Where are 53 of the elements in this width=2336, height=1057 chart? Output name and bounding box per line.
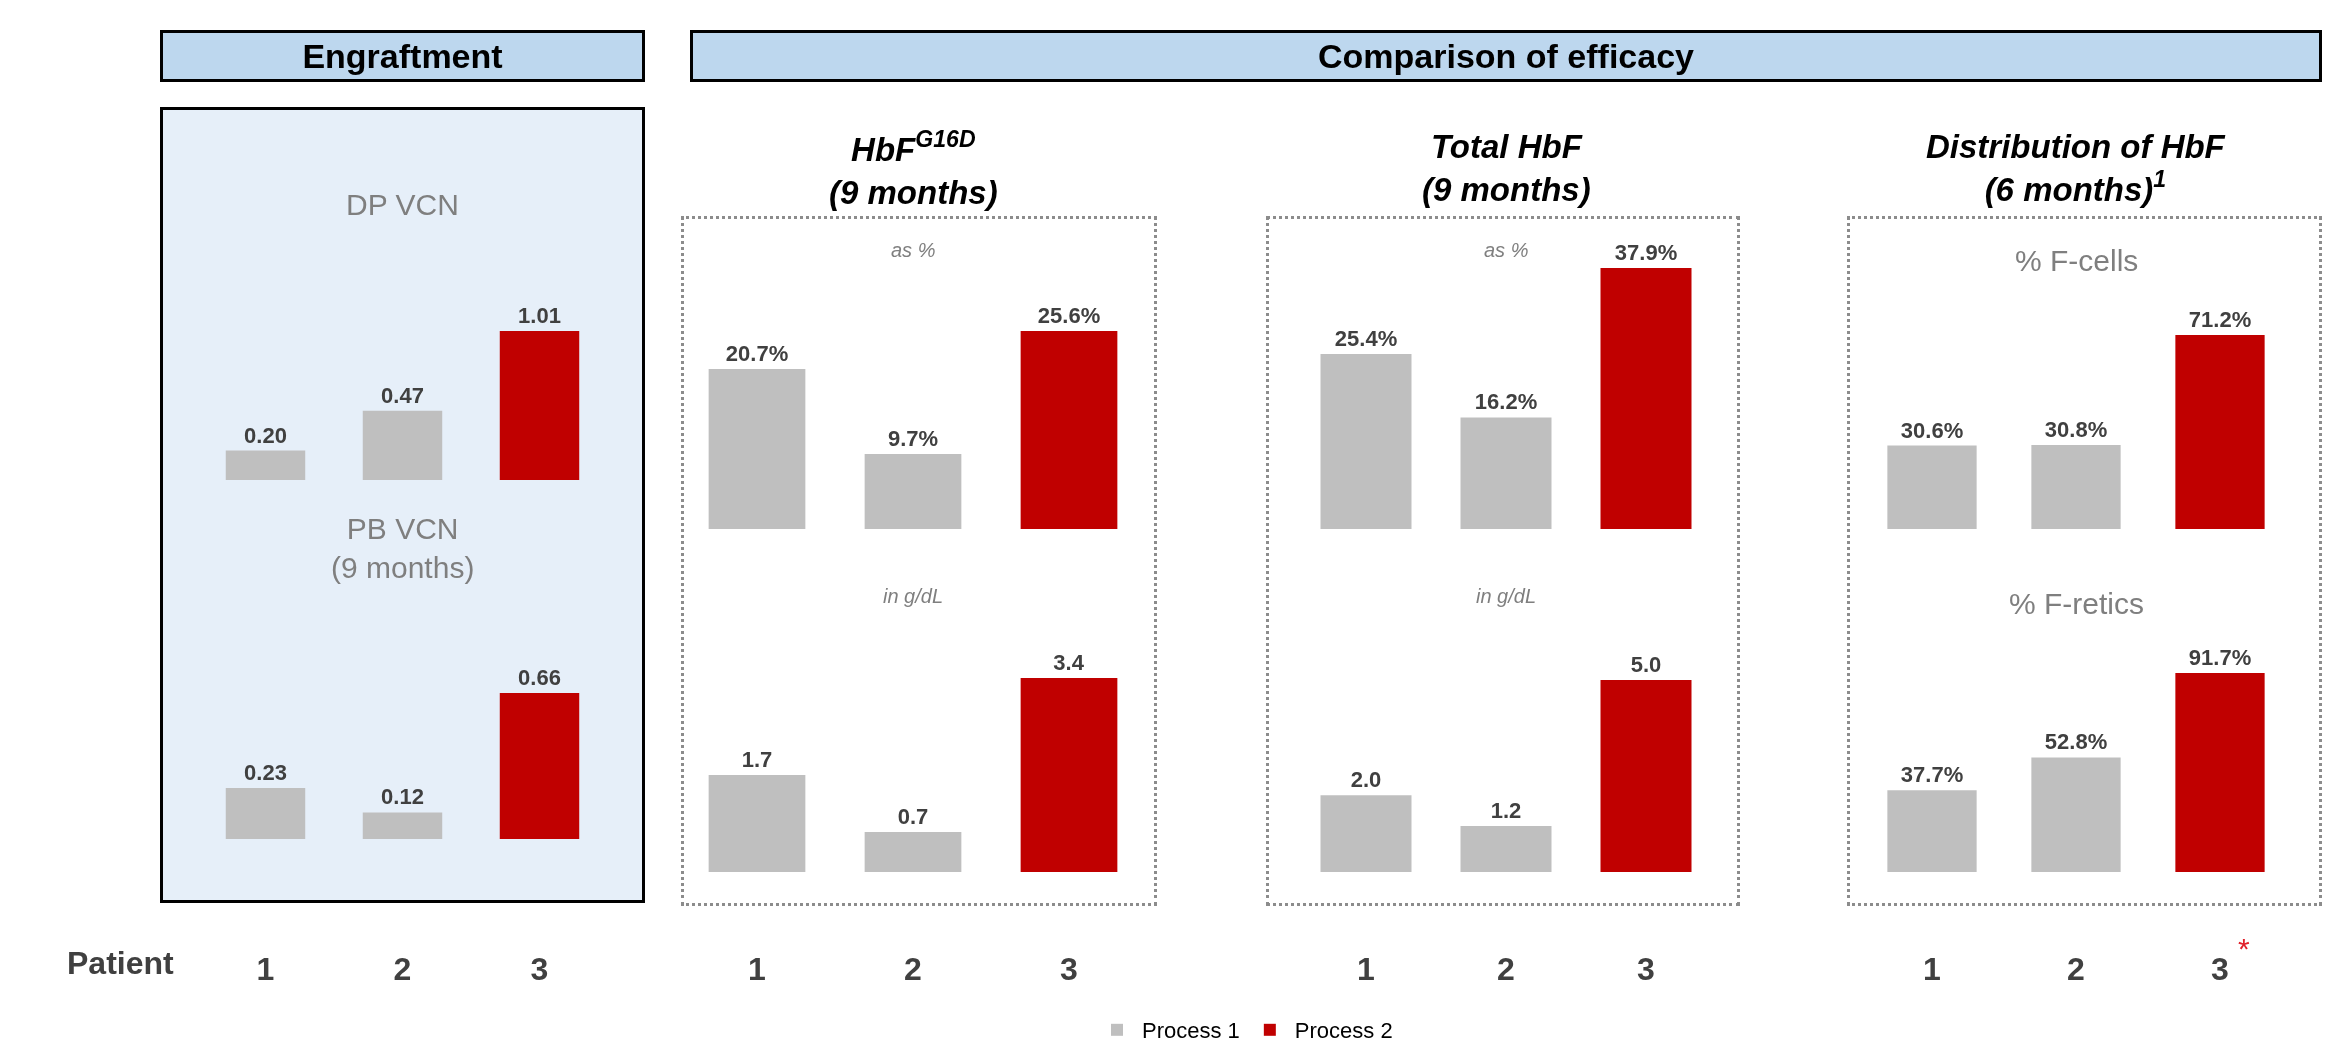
x-tick-label: 1 [748,951,766,987]
data-label: 2.0 [1350,767,1382,793]
chart-subtitle: % F-cells [2015,244,2139,277]
data-label: 1.01 [518,303,561,328]
data-label: 0.23 [244,760,287,786]
data-label: 37.7% [1900,762,1964,788]
text: Engraftment [160,30,645,82]
text: * [2238,932,2250,965]
x-tick-label: 2 [393,951,412,987]
data-label: 9.7% [887,425,939,451]
data-label: 30.8% [2044,417,2108,443]
chart-title: in g/dL [1476,585,1537,607]
data-label: 0.20 [244,422,287,448]
data-label: 52.8% [2044,729,2108,755]
data-label: 25.4% [1334,326,1398,352]
data-label: 0.12 [381,784,424,810]
data-label: 91.7% [2188,645,2252,670]
x-tick-label: 2 [1497,951,1515,987]
data-label: 0.66 [518,665,561,690]
x-tick-label: 1 [256,951,275,987]
x-axis-title: Patient [67,945,175,981]
text: Comparison of efficacy [690,30,2322,82]
x-tick-label: 3 [530,951,549,987]
chart-title: in g/dL [883,585,944,607]
x-tick-label: 2 [2067,951,2085,987]
chart-subtitle: as % [1484,239,1529,261]
chart-title: Total HbF (9 months) [1422,128,1591,208]
x-tick-label: 3 [1060,951,1078,987]
data-label: 16.2% [1474,389,1538,415]
x-tick-label: 1 [1357,951,1375,987]
data-label: 0.47 [381,382,424,408]
x-tick-label: 2 [904,951,922,987]
data-label: 5.0 [1630,652,1662,677]
chart-title: PB VCN (9 months) [331,512,475,584]
x-tick-label: 3 [2211,951,2229,987]
legend-label: Process 1 [1142,1018,1240,1044]
chart-title: DP VCN [346,188,459,221]
data-label: 37.9% [1614,240,1678,265]
data-label: 1.2 [1490,797,1522,823]
chart-title: % F-retics [2009,587,2144,620]
data-label: 20.7% [725,340,789,366]
legend-label: Process 2 [1294,1018,1393,1044]
x-tick-label: 1 [1923,951,1941,987]
chart-subtitle: as % [891,239,936,261]
data-label: 0.7 [897,804,929,830]
chart-title: HbF$^{G16D}$ (9 months) [829,126,998,211]
data-label: 71.2% [2188,307,2252,332]
data-label: 1.7 [741,747,773,772]
chart-title: Distribution of HbF (6 months)$^{1}$ [1926,128,2226,208]
data-label: 30.6% [1900,417,1964,443]
data-label: 3.4 [1053,650,1085,675]
data-label: 25.6% [1037,303,1101,328]
x-tick-label: 3 [1637,951,1655,987]
